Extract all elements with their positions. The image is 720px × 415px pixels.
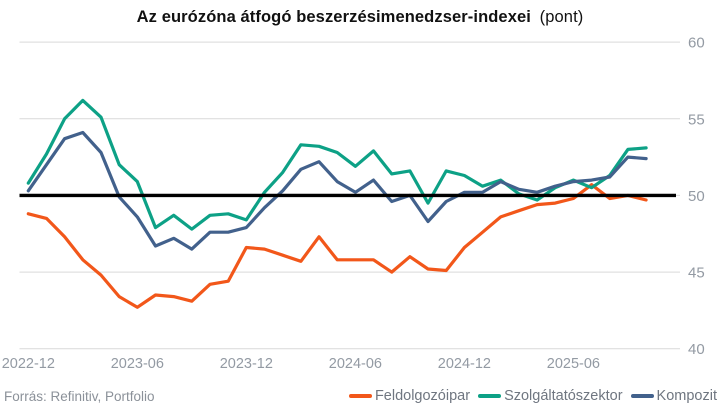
chart-title-main: Az eurózóna átfogó beszerzésimenedzser-i… [136,8,531,26]
series-line-feldolgozoipar [26,183,648,309]
x-tick-label-2023-12: 2023-12 [220,356,273,372]
legend-dash-feldolgozoipar [348,394,372,398]
y-tick-label-60: 60 [688,35,705,52]
source-note: Forrás: Refinitiv, Portfolio [4,389,155,404]
legend-label-feldolgozoipar: Feldolgozóipar [374,388,471,404]
y-tick-label-50: 50 [688,188,705,205]
y-tick-label-45: 45 [688,265,705,282]
chart-title-unit: (pont) [539,8,584,26]
series-line-szolgaltatoszektor [26,98,648,231]
y-tick-label-40: 40 [688,341,705,358]
chart-title: Az eurózóna átfogó beszerzésimenedzser-i… [0,8,720,27]
x-tick-label-2024-06: 2024-06 [329,356,382,372]
y-tick-label-55: 55 [688,111,705,128]
legend-dash-szolgaltatoszektor [478,394,502,398]
x-tick-label-2025-06: 2025-06 [547,356,600,372]
x-tick-label-2022-12: 2022-12 [2,356,55,372]
legend-label-kompozit: Kompozit [656,388,717,404]
x-tick-label-2023-06: 2023-06 [111,356,164,372]
legend-dash-kompozit [630,394,654,398]
plot-area: 40 45 50 55 60 2022-12 2023-06 2023-12 2024-06 20… [2,35,705,372]
x-tick-label-2024-12: 2024-12 [438,356,491,372]
legend-item-szolgaltatoszektor[interactable]: Szolgáltatószektor [478,388,623,404]
series-line-kompozit [26,130,648,251]
legend-item-feldolgozoipar[interactable]: Feldolgozóipar [348,388,471,404]
legend-label-szolgaltatoszektor: Szolgáltatószektor [504,388,623,404]
legend-item-kompozit[interactable]: Kompozit [630,388,717,404]
legend: Feldolgozóipar Szolgáltatószektor Kompozit [348,388,717,404]
